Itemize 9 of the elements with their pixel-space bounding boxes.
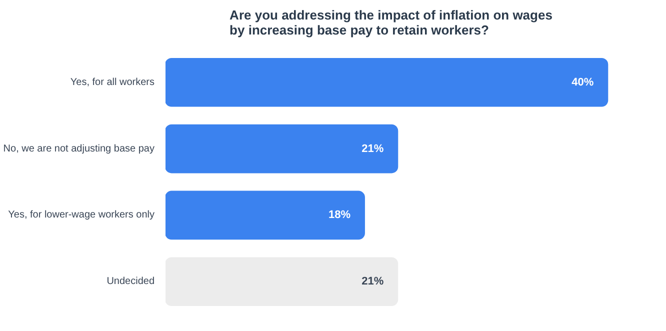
data-label: 40%	[572, 76, 594, 88]
data-label: 21%	[362, 276, 384, 288]
y-tick-label: No, we are not adjusting base pay	[3, 143, 155, 154]
y-tick-label: Yes, for lower-wage workers only	[8, 210, 154, 221]
y-tick-label: Undecided	[106, 276, 154, 288]
data-label: 18%	[328, 209, 351, 222]
chart-title: Are you addressing the impact of inflation on wages by increasing base pay to retain workers?	[230, 8, 552, 38]
data-label: 21%	[362, 142, 384, 155]
y-tick-label: Yes, for all workers	[70, 76, 155, 88]
